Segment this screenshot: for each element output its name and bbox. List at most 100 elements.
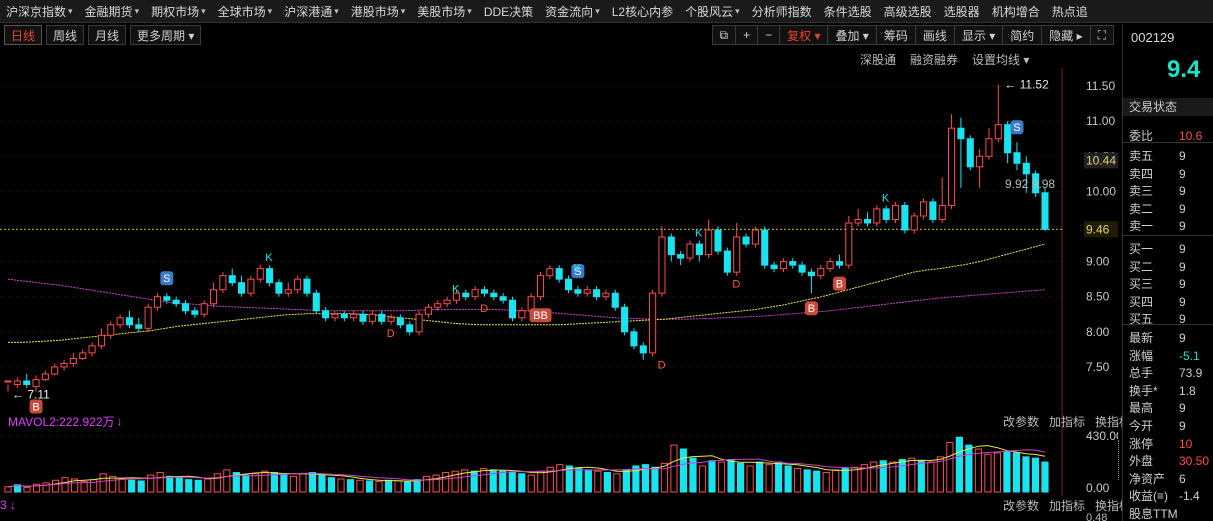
quote-key: 股息TTM (1129, 507, 1178, 521)
volume-bar (813, 470, 821, 493)
toolbar-button-5[interactable]: 筹码 (875, 25, 915, 45)
candle-body (181, 303, 190, 312)
quote-row: 买二 9 (1129, 259, 1213, 276)
subbar-item-0[interactable]: 深股通 (860, 52, 897, 67)
nav-item-label: 分析师指数 (751, 4, 812, 19)
candle-body (630, 331, 638, 347)
pane-tool-1[interactable]: 加指标 (1048, 498, 1085, 513)
pane-tool-1[interactable]: 加指标 (1048, 414, 1085, 429)
candle-body (574, 289, 582, 294)
volume-bar (860, 464, 868, 493)
volume-bar (499, 470, 507, 493)
toolbar-button-7[interactable]: 显示 ▾ (953, 25, 1003, 45)
volume-bar (204, 478, 212, 493)
nav-item-13[interactable]: 高级选股 (878, 0, 938, 22)
candle-body (546, 268, 554, 277)
period-tab-2[interactable]: 月线 (88, 25, 127, 45)
candle-body (565, 278, 573, 291)
toolbar-button-2[interactable]: − (757, 25, 780, 45)
subbar-item-1[interactable]: 融资融券 (910, 52, 959, 67)
toolbar-button-0[interactable]: ⧉ (711, 25, 736, 45)
volume-bar (803, 469, 811, 493)
candle-body (798, 264, 806, 273)
volume-bar (337, 478, 345, 493)
quote-row: 收益(≡) -1.4 (1129, 488, 1213, 505)
nav-item-9[interactable]: L2核心内参 (606, 0, 679, 22)
y-tick-label: 10.00 (1086, 184, 1116, 198)
toolbar-button-6[interactable]: 画线 (914, 25, 954, 45)
candle-body (256, 268, 264, 280)
nav-item-8[interactable]: 资金流向 ▾ (539, 0, 606, 22)
toolbar-button-10[interactable]: ⛶ (1089, 25, 1114, 45)
candle-body (13, 380, 21, 385)
price-chart[interactable]: 11.5011.0010.5010.009.509.008.508.007.50… (0, 68, 1118, 428)
candle-body (966, 138, 974, 168)
candle-body (434, 303, 442, 308)
kd-letter: D (387, 328, 395, 340)
nav-item-4[interactable]: 沪深港通 ▾ (278, 0, 345, 22)
nav-item-11[interactable]: 分析师指数 (746, 0, 818, 22)
candle-body (948, 127, 956, 206)
period-tab-0[interactable]: 日线 (4, 25, 43, 45)
pane-tool-0[interactable]: 改参数 (1002, 414, 1039, 429)
sell-signal-marker (571, 264, 585, 279)
nav-item-1[interactable]: 金融期货 ▾ (79, 0, 146, 22)
candle-body (938, 204, 946, 220)
volume-bar (736, 462, 745, 493)
nav-item-12[interactable]: 条件选股 (818, 0, 878, 22)
nav-item-label: 资金流向 (545, 4, 594, 19)
quote-row: 涨停 10 (1129, 436, 1213, 453)
volume-bar (308, 471, 317, 493)
panel-resize-grip[interactable] (1118, 440, 1122, 480)
toolbar-button-4[interactable]: 叠加 ▾ (827, 25, 876, 45)
nav-item-15[interactable]: 机构增合 (986, 0, 1046, 22)
nav-item-10[interactable]: 个股风云 ▾ (679, 0, 746, 22)
volume-bar (242, 474, 250, 493)
candle-body (789, 261, 797, 266)
volume-bar (708, 460, 716, 493)
volume-bar (755, 461, 764, 493)
right-tools: ⧉ + − 复权 ▾ 叠加 ▾ 筹码 画线 显示 ▾ 简约 隐藏 ▸ ⛶ (711, 24, 1114, 46)
nav-item-6[interactable]: 美股市场 ▾ (411, 0, 478, 22)
volume-bar (898, 458, 906, 493)
kd-letter: D (732, 279, 740, 291)
toolbar-button-3[interactable]: 复权 ▾ (779, 25, 828, 45)
pane-tool-0[interactable]: 改参数 (1002, 498, 1039, 513)
volume-bar (717, 461, 726, 493)
nav-item-7[interactable]: DDE决策 (478, 0, 539, 22)
volume-bar (289, 475, 298, 493)
nav-item-0[interactable]: 沪深京指数 ▾ (0, 0, 79, 22)
period-tab-3[interactable]: 更多周期 ▾ (130, 25, 202, 45)
volume-bar (318, 474, 326, 493)
pane-tool-2[interactable]: 换指标 (1094, 414, 1131, 429)
quote-row: 最新 9 (1129, 330, 1213, 347)
toolbar-button-8[interactable]: 简约 (1002, 25, 1042, 45)
toolbar-button-1[interactable]: + (735, 25, 758, 45)
volume-bar (879, 460, 887, 493)
volume-arrow: ↓ (116, 414, 123, 428)
volume-bar (109, 475, 117, 493)
period-tab-1[interactable]: 周线 (46, 25, 85, 45)
volume-bar (327, 477, 336, 493)
nav-item-2[interactable]: 期权市场 ▾ (145, 0, 212, 22)
candle-body (32, 379, 40, 388)
volume-bar (765, 464, 773, 493)
nav-item-14[interactable]: 选股器 (938, 0, 986, 22)
nav-item-3[interactable]: 全球市场 ▾ (212, 0, 279, 22)
candle-body (51, 366, 59, 375)
quote-row: 卖五 9 (1129, 148, 1213, 165)
quote-row: 买三 9 (1129, 276, 1213, 293)
quote-value: 9 (1179, 184, 1186, 199)
volume-bar (984, 453, 992, 493)
chevron-down-icon: ▾ (467, 5, 472, 16)
kd-letter: K (265, 252, 273, 264)
nav-item-label: 选股器 (943, 4, 980, 19)
volume-bar (403, 481, 412, 493)
pane-tool-2[interactable]: 换指标 (1094, 498, 1131, 513)
nav-item-16[interactable]: 热点追 (1046, 0, 1094, 22)
volume-bar (527, 474, 535, 493)
subbar-item-2[interactable]: 设置均线 ▾ (972, 52, 1030, 67)
volume-chart[interactable]: 430.00 0.00 (0, 428, 1118, 496)
nav-item-5[interactable]: 港股市场 ▾ (345, 0, 412, 22)
toolbar-button-9[interactable]: 隐藏 ▸ (1041, 25, 1090, 45)
